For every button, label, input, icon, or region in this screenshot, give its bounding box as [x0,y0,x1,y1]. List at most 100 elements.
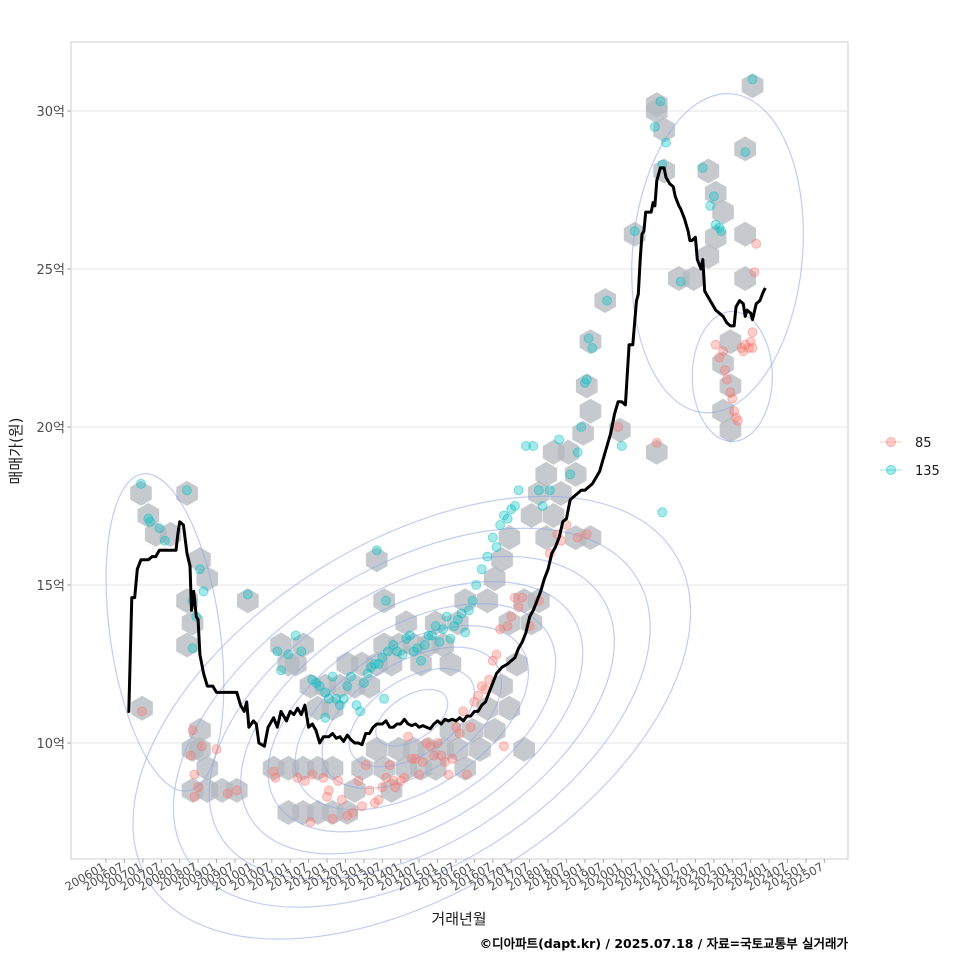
point-85 [738,346,749,357]
point-85 [714,352,725,363]
hexbin-cell [292,632,314,658]
density-contour [294,625,530,811]
hexbin-cell [270,632,292,658]
point-135 [716,226,727,237]
point-85 [465,722,476,733]
point-135 [331,693,342,704]
hexbin-cell [542,503,565,528]
hexbin-cell [454,588,476,614]
point-135 [649,121,660,132]
point-85 [749,267,760,278]
density-contours [105,93,804,940]
hexbin-cell [719,417,742,443]
point-85 [729,406,740,417]
point-135 [657,507,668,518]
point-85 [333,775,344,786]
point-135 [498,510,509,521]
point-135 [320,687,331,698]
density-contour [240,581,584,855]
point-135 [629,226,640,237]
point-135 [276,665,286,676]
y-tick-label: 15억 [36,579,65,594]
point-85 [336,794,347,805]
point-135 [382,646,393,657]
hexbin-cell [476,695,499,721]
legend-key-135 [886,465,896,475]
hexbin-cell [343,777,366,803]
point-85 [517,592,528,603]
point-135 [419,640,430,650]
point-85 [390,782,401,793]
point-135 [460,627,471,638]
density-contour [691,310,773,443]
hexbin-cell [189,547,211,573]
hexbin-cell [712,199,734,225]
point-135 [323,693,334,704]
point-135 [747,74,758,85]
point-135 [242,589,253,600]
point-135 [708,191,719,202]
point-135 [509,501,520,511]
legend-key-85 [886,437,896,447]
legend-item-85[interactable]: 85 [880,436,932,451]
hexbin-cell [719,373,742,399]
hexbin-cell [704,224,727,250]
point-85 [384,760,395,771]
hexbin-cell [505,651,528,677]
density-contour [267,603,557,833]
point-135 [705,200,716,211]
point-135 [467,595,478,606]
point-135 [272,646,283,657]
point-135 [521,441,531,451]
hexbin-cell [131,695,153,721]
hexbin-cell [734,136,756,162]
hexbin-cell [712,351,734,377]
point-85 [417,757,428,767]
point-135 [554,434,565,445]
hexbin-cell [682,266,705,291]
density-contour [172,527,651,908]
point-85 [270,772,281,783]
point-85 [318,772,329,783]
hexbin-cell [447,610,469,636]
hexbin-cell [542,439,565,465]
point-135 [579,377,590,388]
point-135 [351,700,362,711]
hexbin-cell [734,221,756,247]
hexbin-cell [741,73,764,99]
point-135 [388,640,399,650]
point-135 [311,678,321,688]
point-85 [491,649,502,660]
point-85 [381,772,391,783]
density-contour [321,646,503,789]
point-85 [721,374,732,385]
hexbin-cell [575,373,598,399]
point-85 [357,801,367,812]
hexbin-cell [697,158,720,184]
hexbin-cell [704,180,727,206]
hexbin-cell [579,398,602,424]
hexbin-cell [520,503,543,528]
hexbin-cell [712,398,734,424]
point-135 [377,652,388,663]
point-85 [196,741,207,752]
point-135 [581,374,592,385]
point-85 [360,760,371,771]
point-85 [377,782,388,793]
hexbin-cell [439,717,462,743]
point-135 [187,643,198,654]
point-85 [410,753,421,764]
legend-item-135[interactable]: 135 [880,464,940,479]
hexbin-cell [176,480,198,506]
point-85 [373,794,384,805]
point-135 [290,630,301,641]
density-contour [375,688,449,747]
point-85 [495,624,506,635]
point-85 [718,346,729,357]
point-135 [513,485,524,496]
point-85 [299,775,310,786]
point-135 [379,693,390,704]
hexbin-cell [237,588,259,614]
point-135 [371,545,382,556]
point-135 [401,633,412,644]
